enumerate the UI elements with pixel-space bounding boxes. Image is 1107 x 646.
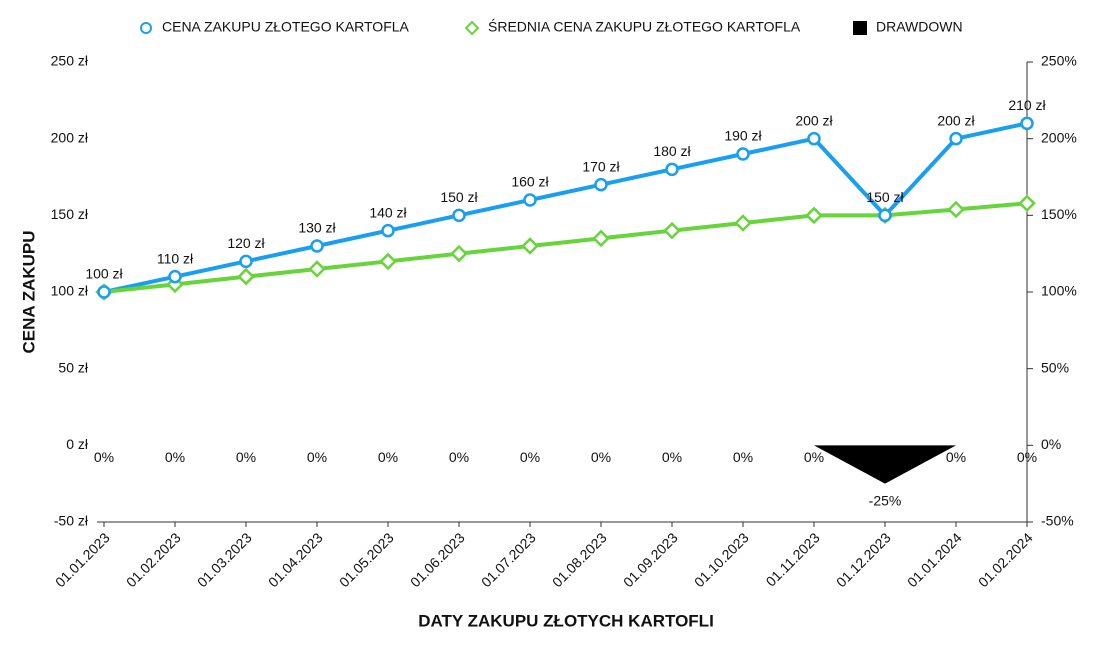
data-label: 0% (236, 449, 256, 465)
series-line (103, 201, 1028, 294)
point-marker (379, 252, 397, 271)
data-label: 120 zł (227, 235, 265, 251)
point-marker (736, 147, 750, 161)
point-marker (97, 285, 111, 299)
data-label: 0% (733, 449, 753, 465)
point-marker (663, 221, 681, 240)
y2-tick-label: 100% (1041, 283, 1077, 299)
point-marker (237, 267, 255, 286)
data-label: 0% (591, 449, 611, 465)
point-marker (949, 131, 963, 146)
data-label: 0% (946, 449, 966, 465)
point-marker (381, 223, 395, 238)
x-tick-label: 01.11.2023 (763, 529, 823, 589)
point-marker (1020, 116, 1034, 131)
point-marker (947, 200, 965, 219)
data-label: 160 zł (511, 174, 549, 190)
data-label: 200 zł (795, 112, 833, 128)
point-marker (239, 254, 253, 269)
point-marker (592, 229, 610, 248)
point-marker (310, 239, 324, 253)
data-label: 0% (165, 449, 185, 465)
data-label: 0% (94, 449, 114, 465)
point-marker (166, 275, 184, 294)
y-tick-label: 250 zł (51, 53, 89, 69)
x-tick-label: 01.05.2023 (336, 529, 397, 590)
data-label: 0% (449, 449, 469, 465)
legend-marker (140, 22, 152, 34)
series-line (103, 121, 1028, 294)
legend-label: CENA ZAKUPU ZŁOTEGO KARTOFLA (162, 19, 410, 35)
data-label: 200 zł (937, 112, 975, 128)
data-label: 100 zł (85, 266, 123, 282)
data-label: 150 zł (866, 189, 904, 205)
data-label: 180 zł (653, 143, 691, 159)
legend-label: DRAWDOWN (876, 19, 963, 35)
legend: CENA ZAKUPU ZŁOTEGO KARTOFLA ŚREDNIA CENA… (140, 18, 963, 36)
y2-tick-label: 0% (1041, 436, 1061, 452)
x-tick-label: 01.10.2023 (691, 529, 752, 590)
legend-label: ŚREDNIA CENA ZAKUPU ZŁOTEGO KARTOFLA (488, 18, 801, 35)
y2-tick-label: 150% (1041, 206, 1077, 222)
y2-tick-label: 200% (1041, 129, 1077, 145)
drawdown-area (104, 445, 1027, 484)
data-label: 110 zł (157, 250, 194, 266)
y-tick-label: 50 zł (58, 359, 88, 375)
data-label: 130 zł (298, 220, 336, 236)
point-marker (878, 208, 892, 223)
point-marker (168, 269, 182, 284)
x-tick-label: 01.08.2023 (549, 529, 610, 590)
point-marker (594, 177, 608, 192)
y-tick-label: 200 zł (51, 129, 89, 145)
data-label: 210 zł (1008, 97, 1046, 113)
y-tick-label: 0 zł (66, 436, 89, 452)
data-label: 150 zł (440, 189, 478, 205)
point-marker (805, 206, 823, 225)
x-tick-label: 01.12.2023 (833, 529, 894, 590)
data-label: 0% (378, 449, 398, 465)
point-marker (521, 237, 539, 255)
y-tick-label: 100 zł (51, 283, 89, 299)
legend-marker (853, 21, 867, 35)
x-tick-label: 01.01.2024 (904, 529, 965, 590)
data-label: 140 zł (369, 204, 407, 220)
x-tick-label: 01.07.2023 (478, 529, 539, 590)
x-tick-label: 01.04.2023 (265, 529, 326, 590)
data-label: 0% (520, 449, 540, 465)
x-tick-label: 01.02.2024 (975, 529, 1036, 590)
y-tick-label: -50 zł (54, 513, 89, 529)
point-marker (308, 260, 326, 278)
point-marker (807, 131, 821, 146)
y-axis-title: CENA ZAKUPU (19, 230, 38, 353)
data-label: 170 zł (582, 158, 620, 174)
data-label: 0% (1017, 449, 1037, 465)
y-tick-label: 150 zł (51, 206, 89, 222)
x-tick-label: 01.01.2023 (52, 529, 113, 590)
point-marker (1018, 194, 1036, 212)
point-marker (450, 244, 468, 263)
y2-tick-label: -50% (1041, 513, 1074, 529)
data-label: -25% (869, 492, 902, 508)
data-label: 0% (804, 449, 824, 465)
point-marker (523, 193, 537, 207)
x-tick-label: 01.02.2023 (123, 529, 184, 590)
y2-tick-label: 50% (1041, 359, 1069, 375)
point-marker (665, 162, 679, 177)
point-marker (452, 208, 466, 223)
x-tick-label: 01.03.2023 (194, 529, 255, 590)
data-label: 0% (307, 449, 327, 465)
data-label: 190 zł (724, 128, 762, 144)
x-tick-label: 01.09.2023 (620, 529, 681, 590)
x-tick-label: 01.06.2023 (407, 529, 468, 590)
point-marker (734, 214, 752, 232)
y2-tick-label: 250% (1041, 53, 1077, 69)
data-label: 0% (662, 449, 682, 465)
x-axis-title: DATY ZAKUPU ZŁOTYCH KARTOFLI (418, 611, 714, 630)
legend-marker (464, 20, 480, 36)
